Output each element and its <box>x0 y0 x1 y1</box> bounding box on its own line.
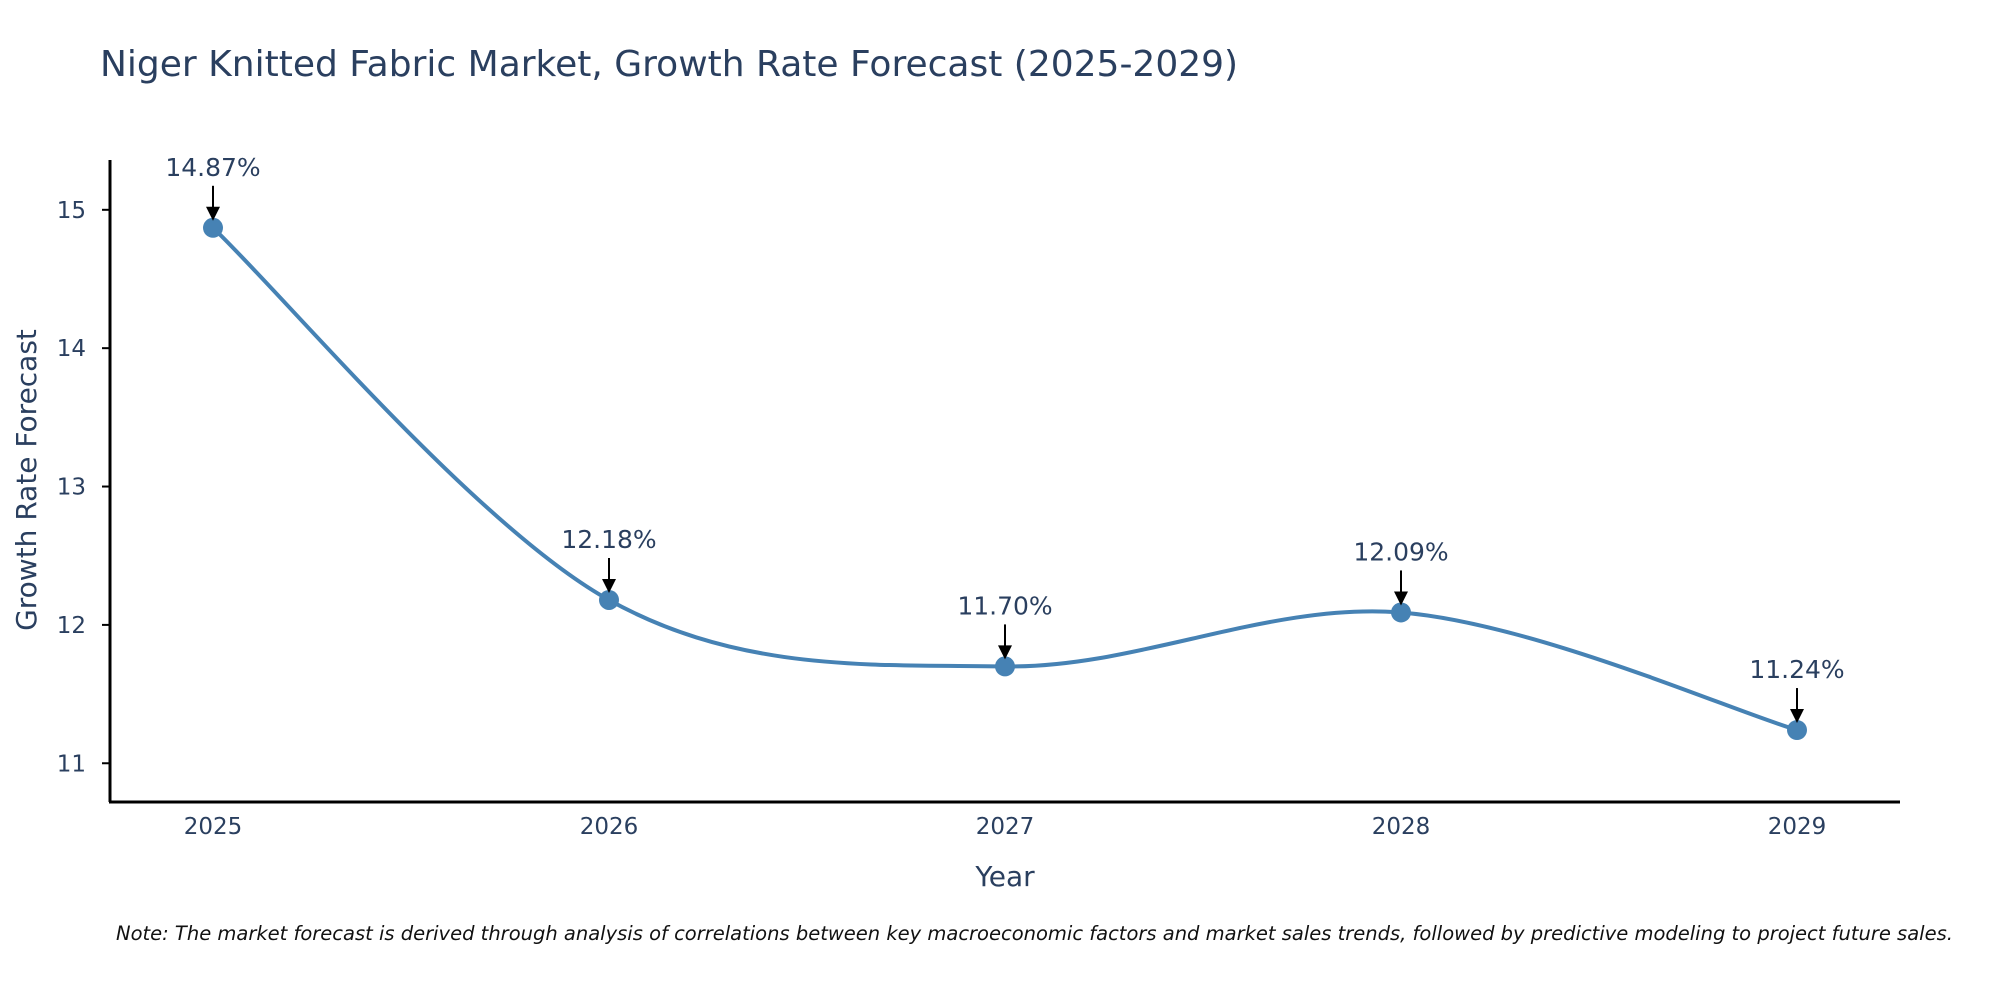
data-label: 12.09% <box>1353 537 1448 566</box>
x-tick-label: 2029 <box>1768 814 1827 840</box>
data-label: 11.70% <box>957 591 1052 620</box>
annotation-arrowhead <box>998 645 1012 660</box>
annotation-arrowhead <box>602 578 616 593</box>
data-point <box>599 589 619 610</box>
y-tick-label: 13 <box>57 475 86 501</box>
x-tick-label: 2025 <box>184 814 243 840</box>
data-label: 11.24% <box>1749 655 1844 684</box>
data-point <box>1391 602 1411 623</box>
series-group <box>203 217 1807 741</box>
annotation-arrowhead <box>1394 591 1408 606</box>
data-point <box>995 656 1015 677</box>
x-tick-label: 2026 <box>580 814 639 840</box>
ticks-group: 11 12 13 14 15 2025 2026 2027 2028 2029 <box>57 198 1827 840</box>
data-point <box>203 217 223 238</box>
x-axis-title: Year <box>974 860 1035 893</box>
data-point <box>1787 720 1807 741</box>
x-tick-label: 2027 <box>976 814 1035 840</box>
labels-group: 14.87% 12.18% 11.70% 12.09% 11.24% <box>165 153 1845 724</box>
x-tick-label: 2028 <box>1372 814 1431 840</box>
data-label: 14.87% <box>165 153 260 182</box>
data-label: 12.18% <box>561 525 656 554</box>
annotation-arrowhead <box>1790 709 1804 724</box>
annotation-arrowhead <box>206 206 220 221</box>
y-tick-label: 12 <box>57 613 86 639</box>
y-tick-label: 14 <box>57 336 86 362</box>
y-tick-label: 15 <box>57 198 86 224</box>
chart-title: Niger Knitted Fabric Market, Growth Rate… <box>100 44 1239 85</box>
axes-group <box>108 160 1900 804</box>
y-tick-label: 11 <box>57 751 86 777</box>
y-axis-title: Growth Rate Forecast <box>10 329 43 631</box>
chart-note: Note: The market forecast is derived thr… <box>116 922 1953 945</box>
